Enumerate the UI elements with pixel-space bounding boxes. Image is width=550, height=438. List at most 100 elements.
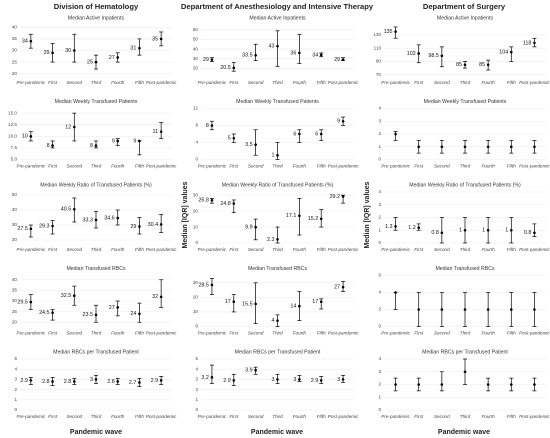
x-tick-label: Post-pandemic <box>519 247 550 252</box>
y-tick-label: 20 <box>12 319 18 324</box>
x-tick-label: Fourth <box>111 331 125 336</box>
x-tick-label: Third <box>272 414 283 419</box>
x-axis-label: Pandemic wave <box>438 429 490 436</box>
median-point <box>138 46 141 50</box>
value-label: 2.7 <box>129 380 137 386</box>
value-label: 3.5 <box>245 142 253 148</box>
median-point <box>116 306 120 309</box>
x-tick-label: Fourth <box>482 247 496 252</box>
x-tick-label: First <box>48 414 58 419</box>
y-tick-label: 12.5 <box>8 122 17 127</box>
median-point <box>29 227 33 231</box>
value-label: 29 <box>203 57 209 63</box>
value-label: 31 <box>130 46 136 52</box>
value-label: 6 <box>293 131 296 137</box>
median-point <box>276 153 279 157</box>
x-tick-label: Fifth <box>507 331 516 336</box>
y-tick-label: 3 <box>378 118 381 123</box>
y-tick-label: 50 <box>193 37 199 42</box>
y-tick-label: 4 <box>378 356 381 361</box>
panel-title: Median Weekly Ratio of Transfused Patien… <box>222 182 334 188</box>
value-label: 20.5 <box>220 65 231 71</box>
y-tick-label: 1 <box>378 144 381 149</box>
median-point <box>210 283 214 287</box>
x-tick-label: Fifth <box>317 414 326 419</box>
y-tick-label: 25 <box>12 59 18 64</box>
y-tick-label: 1 <box>378 227 381 232</box>
median-point <box>276 319 279 322</box>
y-tick-label: 10 <box>193 224 199 229</box>
median-point <box>232 202 236 205</box>
y-tick-label: 40 <box>12 277 18 282</box>
median-point <box>533 231 536 235</box>
x-tick-label: Post-pandemic <box>519 164 550 169</box>
x-tick-label: Pre-pandemic <box>198 331 227 336</box>
value-label: 24 <box>130 311 136 317</box>
y-tick-label: 30 <box>12 222 18 227</box>
y-tick-label: 40 <box>12 207 18 212</box>
median-point <box>116 139 120 143</box>
median-point <box>138 312 141 316</box>
value-label: 1 <box>482 228 485 234</box>
x-tick-label: Second <box>434 414 450 419</box>
x-tick-label: Fifth <box>135 414 144 419</box>
y-tick-label: 10.0 <box>8 134 17 139</box>
median-point <box>232 379 236 382</box>
median-point <box>417 52 421 55</box>
x-tick-label: First <box>229 80 239 85</box>
x-tick-label: Fifth <box>507 164 516 169</box>
median-point <box>463 63 467 67</box>
x-tick-label: Pre-pandemic <box>17 331 46 336</box>
value-label: 12 <box>65 124 71 130</box>
median-point <box>319 217 323 221</box>
median-point <box>94 313 98 317</box>
value-label: 25 <box>87 60 93 66</box>
x-tick-label: Third <box>460 331 471 336</box>
y-tick-label: 0 <box>14 407 17 412</box>
median-point <box>72 49 76 52</box>
x-tick-label: Fourth <box>293 80 307 85</box>
median-point <box>341 119 345 123</box>
median-point <box>298 304 301 308</box>
value-label: 2.8 <box>107 379 115 385</box>
value-label: 43 <box>269 44 275 50</box>
y-tick-label: 4 <box>14 366 17 371</box>
median-point <box>72 125 76 129</box>
y-tick-label: 20 <box>193 208 199 213</box>
value-label: 29 <box>44 50 50 56</box>
y-tick-label: 20 <box>12 237 18 242</box>
y-tick-label: 60 <box>193 27 199 32</box>
value-label: 2.9 <box>151 378 159 384</box>
value-label: 3 <box>272 377 275 383</box>
x-tick-label: Fourth <box>293 164 307 169</box>
value-label: 118 <box>523 40 532 46</box>
column-title: Department of Surgery <box>423 2 506 11</box>
y-tick-label: 1 <box>378 394 381 399</box>
x-tick-label: Fourth <box>482 164 496 169</box>
median-point <box>394 132 397 136</box>
median-point <box>276 44 279 48</box>
median-point <box>319 53 323 57</box>
value-label: 30 <box>65 48 71 54</box>
x-tick-label: Pre-pandemic <box>198 164 227 169</box>
x-tick-label: Fifth <box>135 331 144 336</box>
value-label: 85 <box>479 62 485 68</box>
x-tick-label: Pre-pandemic <box>17 164 46 169</box>
y-tick-label: 0 <box>378 240 381 245</box>
value-label: 9 <box>133 138 136 144</box>
y-tick-label: 2 <box>378 215 381 220</box>
x-tick-label: Post-pandemic <box>328 414 359 419</box>
median-point <box>159 130 163 133</box>
value-label: 3 <box>337 377 340 383</box>
value-label: 17 <box>225 299 231 305</box>
value-label: 24.5 <box>39 310 50 316</box>
x-tick-label: Pre-pandemic <box>17 247 46 252</box>
y-tick-label: 6 <box>378 273 381 278</box>
x-tick-label: Third <box>460 247 471 252</box>
panel-title: Median Active Inpatients <box>249 15 306 21</box>
median-point <box>509 228 513 232</box>
panel-title: Median Weekly Transfused Patients <box>236 99 319 105</box>
median-point <box>51 51 54 55</box>
y-tick-label: 0 <box>378 407 381 412</box>
value-label: 2.9 <box>311 378 319 384</box>
